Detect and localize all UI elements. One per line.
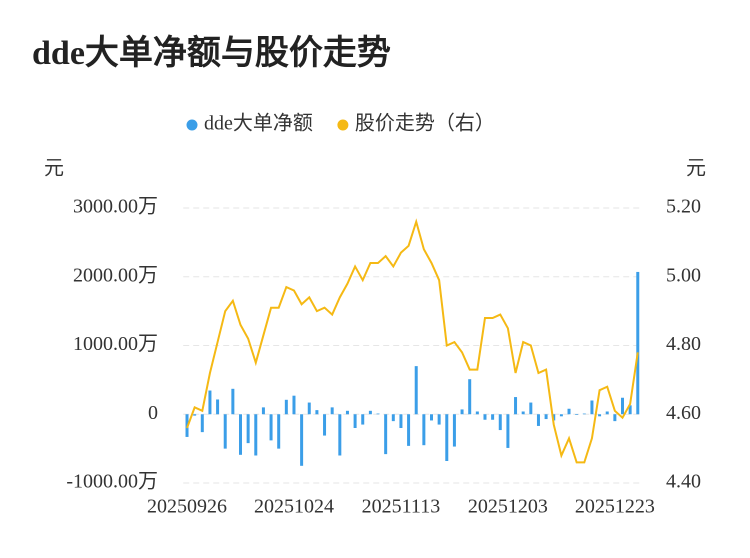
- y2-axis-title: 元: [686, 158, 706, 180]
- bar: [208, 390, 212, 415]
- bar: [200, 414, 204, 433]
- bar: [315, 410, 319, 415]
- bar: [231, 388, 235, 415]
- bar: [437, 414, 441, 425]
- bar: [246, 414, 250, 444]
- bar: [491, 414, 495, 420]
- bar: [521, 411, 525, 415]
- bar: [300, 414, 304, 466]
- bar: [254, 414, 258, 456]
- bar: [621, 397, 624, 415]
- bar: [613, 414, 617, 422]
- bar: [361, 414, 365, 425]
- x-tick-label: 20251024: [254, 496, 334, 518]
- bar: [353, 414, 357, 428]
- bar: [460, 409, 464, 415]
- bar: [559, 414, 563, 417]
- legend-marker: [337, 119, 349, 131]
- bar: [407, 414, 411, 446]
- y2-tick-label: 5.20: [666, 196, 701, 218]
- bar: [277, 414, 281, 449]
- bar: [598, 414, 602, 417]
- bar: [239, 414, 242, 455]
- bar: [284, 399, 288, 415]
- bar: [636, 271, 640, 415]
- bar: [498, 414, 502, 431]
- bar: [345, 410, 349, 415]
- bar: [261, 407, 265, 415]
- bar: [628, 405, 632, 415]
- bar: [391, 414, 395, 422]
- chart-title: dde大单净额与股价走势: [32, 34, 391, 72]
- bar: [468, 379, 472, 415]
- legend-label: dde大单净额: [204, 112, 313, 135]
- bar: [384, 414, 388, 455]
- bar: [514, 397, 518, 415]
- x-tick-label: 20251113: [362, 496, 441, 518]
- x-tick-label: 20251223: [575, 496, 655, 518]
- bar: [193, 414, 197, 416]
- y-tick-label: 3000.00万: [73, 196, 158, 218]
- bar: [368, 410, 372, 415]
- bar: [605, 411, 609, 415]
- bar: [338, 414, 342, 456]
- bar: [529, 402, 533, 415]
- y-tick-label: -1000.00万: [66, 471, 158, 493]
- legend-label: 股价走势（右）: [355, 112, 495, 135]
- bar: [567, 408, 571, 415]
- y-axis-title: 元: [44, 158, 64, 180]
- y-tick-label: 0: [148, 402, 158, 424]
- bar: [422, 414, 426, 446]
- bar: [323, 414, 327, 436]
- bar: [575, 414, 579, 415]
- bar: [536, 414, 540, 426]
- bar: [430, 414, 433, 421]
- bar: [544, 414, 548, 420]
- bar: [223, 414, 227, 449]
- y-tick-label: 2000.00万: [73, 264, 158, 286]
- x-tick-label: 20251203: [468, 496, 548, 518]
- y2-tick-label: 5.00: [666, 264, 701, 286]
- legend-marker: [186, 119, 198, 131]
- y-tick-label: 1000.00万: [73, 333, 158, 355]
- bar: [330, 407, 334, 415]
- y2-tick-label: 4.80: [666, 333, 701, 355]
- bar: [292, 395, 296, 415]
- y2-tick-label: 4.40: [666, 471, 701, 493]
- bar: [582, 413, 586, 415]
- price-line: [186, 218, 639, 464]
- bar: [483, 414, 487, 420]
- bar: [307, 402, 311, 415]
- bar: [452, 414, 456, 447]
- bar: [399, 414, 403, 428]
- y2-tick-label: 4.60: [666, 402, 701, 424]
- bar: [475, 411, 479, 415]
- bar: [506, 414, 510, 448]
- bar: [414, 366, 418, 415]
- bar: [216, 399, 220, 415]
- x-tick-label: 20250926: [147, 496, 227, 518]
- bar: [376, 413, 380, 415]
- bar: [590, 400, 594, 415]
- bar: [445, 414, 449, 461]
- bar: [269, 414, 273, 441]
